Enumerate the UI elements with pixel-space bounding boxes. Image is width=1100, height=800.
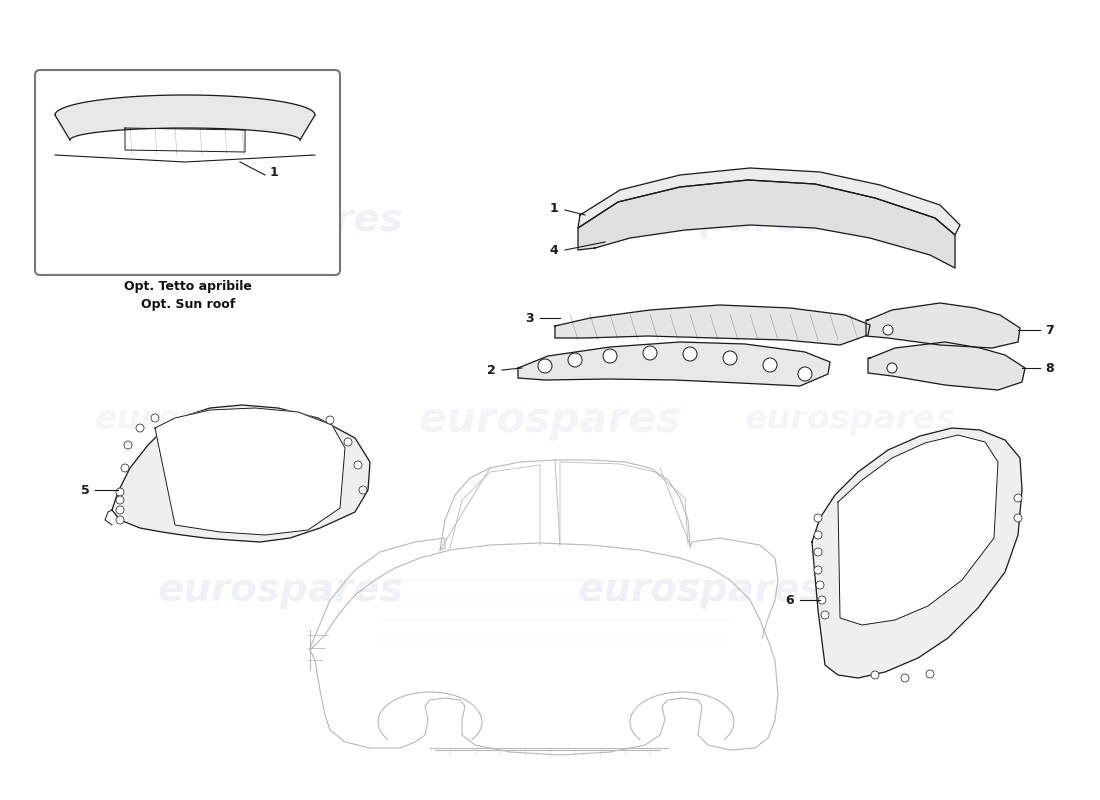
Circle shape	[1014, 494, 1022, 502]
Circle shape	[644, 346, 657, 360]
Circle shape	[568, 353, 582, 367]
Text: eurospares: eurospares	[578, 571, 823, 609]
Circle shape	[359, 486, 367, 494]
Circle shape	[814, 548, 822, 556]
Text: 1: 1	[270, 166, 278, 178]
Circle shape	[926, 670, 934, 678]
Text: 3: 3	[526, 311, 534, 325]
Circle shape	[887, 363, 896, 373]
Text: eurospares: eurospares	[157, 201, 403, 239]
Circle shape	[816, 581, 824, 589]
Text: eurospares: eurospares	[95, 403, 306, 437]
FancyBboxPatch shape	[35, 70, 340, 275]
Circle shape	[883, 325, 893, 335]
Text: eurospares: eurospares	[418, 399, 682, 441]
Polygon shape	[812, 428, 1022, 678]
Circle shape	[814, 566, 822, 574]
Text: eurospares: eurospares	[745, 403, 956, 437]
Polygon shape	[578, 180, 955, 268]
Circle shape	[116, 488, 124, 496]
Polygon shape	[578, 168, 960, 235]
Text: 7: 7	[1045, 323, 1054, 337]
Text: 8: 8	[1045, 362, 1054, 374]
Circle shape	[683, 347, 697, 361]
Text: eurospares: eurospares	[578, 201, 823, 239]
Circle shape	[1014, 514, 1022, 522]
Circle shape	[798, 367, 812, 381]
Text: 5: 5	[81, 483, 90, 497]
Text: 1: 1	[549, 202, 558, 214]
Circle shape	[354, 461, 362, 469]
Circle shape	[871, 671, 879, 679]
Circle shape	[151, 414, 160, 422]
Circle shape	[121, 464, 129, 472]
Polygon shape	[112, 405, 370, 542]
Circle shape	[538, 359, 552, 373]
Circle shape	[116, 506, 124, 514]
Circle shape	[818, 596, 826, 604]
Circle shape	[814, 531, 822, 539]
Circle shape	[136, 424, 144, 432]
Text: 2: 2	[487, 363, 496, 377]
Text: Opt. Sun roof: Opt. Sun roof	[141, 298, 235, 311]
Text: 6: 6	[785, 594, 794, 606]
Circle shape	[326, 416, 334, 424]
Circle shape	[344, 438, 352, 446]
Polygon shape	[155, 408, 345, 535]
Polygon shape	[838, 435, 998, 625]
Polygon shape	[55, 95, 315, 140]
Text: Opt. Tetto apribile: Opt. Tetto apribile	[124, 280, 252, 293]
Circle shape	[124, 441, 132, 449]
Circle shape	[116, 516, 124, 524]
Circle shape	[603, 349, 617, 363]
Circle shape	[116, 496, 124, 504]
Circle shape	[814, 514, 822, 522]
Polygon shape	[556, 305, 870, 345]
Circle shape	[901, 674, 909, 682]
Text: eurospares: eurospares	[157, 571, 403, 609]
Polygon shape	[866, 303, 1020, 348]
Polygon shape	[518, 342, 830, 386]
Circle shape	[723, 351, 737, 365]
Text: 4: 4	[549, 243, 558, 257]
Polygon shape	[868, 342, 1025, 390]
Circle shape	[821, 611, 829, 619]
Circle shape	[763, 358, 777, 372]
